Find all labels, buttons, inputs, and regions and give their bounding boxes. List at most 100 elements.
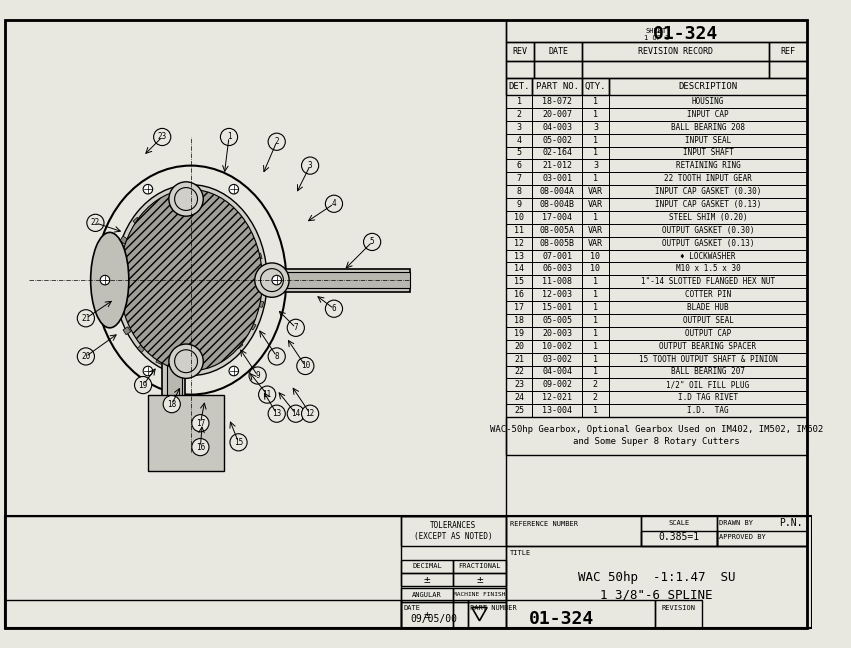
Bar xyxy=(467,600,654,629)
Bar xyxy=(582,108,608,121)
Text: 19: 19 xyxy=(139,380,148,389)
Text: 7: 7 xyxy=(294,323,298,332)
Bar xyxy=(582,133,608,146)
Bar xyxy=(582,224,608,237)
Text: RETAINING RING: RETAINING RING xyxy=(676,161,740,170)
Bar xyxy=(148,395,224,471)
Bar xyxy=(533,327,582,340)
Bar xyxy=(5,19,505,516)
Bar xyxy=(533,404,582,417)
Text: DET.: DET. xyxy=(508,82,530,91)
Text: INPUT SEAL: INPUT SEAL xyxy=(685,135,731,145)
Bar xyxy=(582,288,608,301)
Bar xyxy=(533,133,582,146)
Bar xyxy=(505,391,533,404)
Bar xyxy=(582,211,608,224)
Text: DECIMAL: DECIMAL xyxy=(412,563,442,570)
Bar xyxy=(505,198,533,211)
Bar xyxy=(505,365,533,378)
Text: 05-002: 05-002 xyxy=(542,135,572,145)
Circle shape xyxy=(168,182,203,216)
Text: 1: 1 xyxy=(593,174,598,183)
Bar xyxy=(505,224,533,237)
Bar xyxy=(401,588,454,602)
Text: 11: 11 xyxy=(263,390,271,399)
Text: 04-003: 04-003 xyxy=(542,122,572,132)
Circle shape xyxy=(301,405,318,422)
Text: 1"-14 SLOTTED FLANGED HEX NUT: 1"-14 SLOTTED FLANGED HEX NUT xyxy=(641,277,775,286)
Bar xyxy=(123,327,131,335)
Bar xyxy=(505,61,534,78)
Text: 19: 19 xyxy=(514,329,524,338)
Text: 1: 1 xyxy=(593,329,598,338)
Bar xyxy=(505,95,533,108)
Bar xyxy=(120,236,128,244)
Text: 21: 21 xyxy=(514,354,524,364)
Text: P.N.: P.N. xyxy=(779,518,802,528)
Text: STEEL SHIM (0.20): STEEL SHIM (0.20) xyxy=(669,213,747,222)
Bar xyxy=(277,272,410,288)
Circle shape xyxy=(325,195,343,213)
Text: APPROVED BY: APPROVED BY xyxy=(719,534,765,540)
Bar xyxy=(534,61,582,78)
Circle shape xyxy=(77,348,94,365)
Bar xyxy=(608,249,808,262)
Circle shape xyxy=(191,439,209,456)
Bar xyxy=(582,275,608,288)
Bar xyxy=(167,308,182,404)
Bar xyxy=(582,391,608,404)
Bar xyxy=(608,237,808,249)
Circle shape xyxy=(363,233,380,251)
Text: OUTPUT BEARING SPACER: OUTPUT BEARING SPACER xyxy=(660,341,757,351)
Bar xyxy=(608,340,808,353)
Bar xyxy=(533,95,582,108)
Circle shape xyxy=(287,319,305,336)
Text: 14: 14 xyxy=(291,409,300,418)
Bar xyxy=(582,237,608,249)
Bar xyxy=(505,288,533,301)
Text: VAR: VAR xyxy=(588,200,603,209)
Text: 10-002: 10-002 xyxy=(542,341,572,351)
Text: 23: 23 xyxy=(157,132,167,141)
Bar xyxy=(505,417,808,455)
Text: 1: 1 xyxy=(593,277,598,286)
Bar xyxy=(533,211,582,224)
Text: ±: ± xyxy=(424,610,431,620)
Bar xyxy=(213,202,220,209)
Circle shape xyxy=(297,358,314,375)
Bar xyxy=(5,516,812,629)
Text: 09-002: 09-002 xyxy=(542,380,572,389)
Circle shape xyxy=(134,376,151,393)
Bar xyxy=(608,314,808,327)
Text: 12: 12 xyxy=(306,409,315,418)
Text: 1: 1 xyxy=(593,97,598,106)
Text: 2: 2 xyxy=(274,137,279,146)
Circle shape xyxy=(87,214,104,231)
Bar xyxy=(112,259,119,266)
Circle shape xyxy=(301,157,318,174)
Bar xyxy=(505,301,533,314)
Bar xyxy=(582,198,608,211)
Bar xyxy=(608,198,808,211)
Text: VAR: VAR xyxy=(588,226,603,235)
Text: SHEET
1 OF 3: SHEET 1 OF 3 xyxy=(643,29,669,41)
Bar xyxy=(505,516,642,546)
Text: SCALE: SCALE xyxy=(669,520,689,526)
Text: 1: 1 xyxy=(517,97,522,106)
Text: BLADE HUB: BLADE HUB xyxy=(688,303,728,312)
Bar xyxy=(533,249,582,262)
Text: 23: 23 xyxy=(514,380,524,389)
Text: INPUT CAP GASKET (0.13): INPUT CAP GASKET (0.13) xyxy=(654,200,761,209)
Text: 4: 4 xyxy=(517,135,522,145)
Circle shape xyxy=(325,300,343,318)
Circle shape xyxy=(191,415,209,432)
Text: 4: 4 xyxy=(332,200,336,208)
Text: 01-324: 01-324 xyxy=(528,610,594,628)
Bar xyxy=(533,108,582,121)
Bar xyxy=(533,314,582,327)
Bar xyxy=(533,172,582,185)
Bar xyxy=(505,108,533,121)
Circle shape xyxy=(254,263,289,297)
Bar xyxy=(608,133,808,146)
Circle shape xyxy=(229,366,238,376)
